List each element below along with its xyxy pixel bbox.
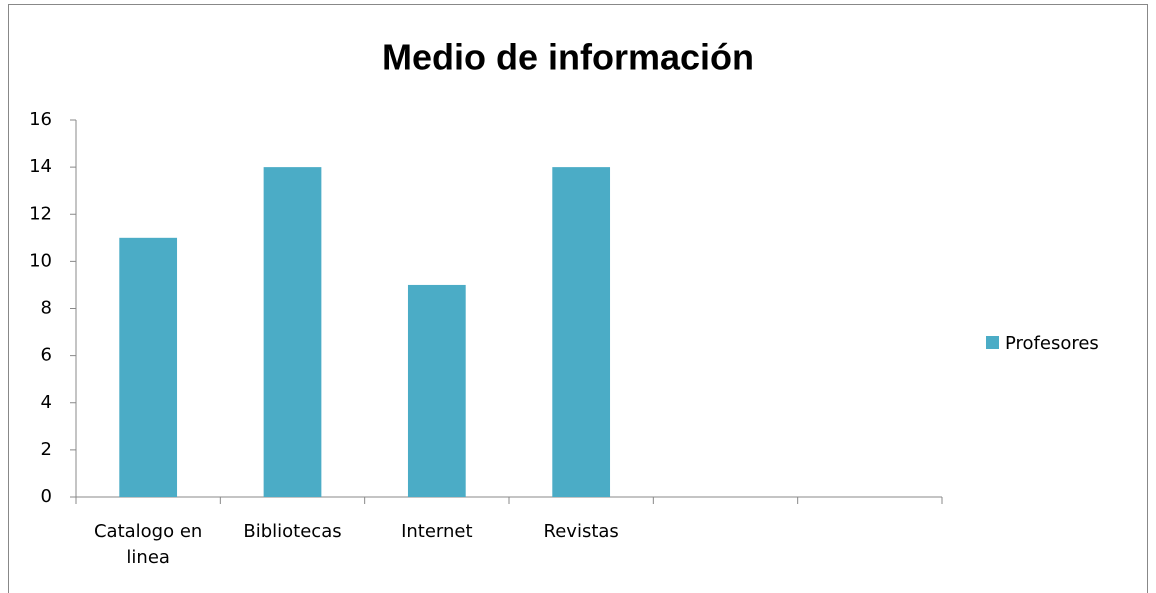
y-tick-label: 14 — [29, 156, 52, 177]
bar — [119, 237, 178, 497]
bar — [407, 284, 466, 497]
chart-title: Medio de información — [382, 37, 754, 78]
legend-label: Profesores — [1005, 333, 1099, 354]
x-tick-label: Revistas — [543, 521, 619, 542]
y-tick-label: 6 — [41, 345, 52, 366]
x-tick-label: Internet — [401, 521, 473, 542]
x-tick-label: Bibliotecas — [243, 521, 342, 542]
bar — [263, 167, 322, 497]
y-tick-label: 10 — [29, 250, 52, 271]
y-tick-label: 2 — [41, 439, 52, 460]
y-tick-label: 4 — [41, 392, 52, 413]
bar — [552, 167, 611, 497]
x-tick-label: Catalogo en linea — [93, 521, 203, 568]
legend-swatch — [986, 336, 999, 349]
y-tick-label: 16 — [29, 109, 52, 130]
y-tick-label: 8 — [41, 298, 52, 319]
y-tick-label: 0 — [41, 486, 52, 507]
y-tick-label: 12 — [29, 203, 52, 224]
